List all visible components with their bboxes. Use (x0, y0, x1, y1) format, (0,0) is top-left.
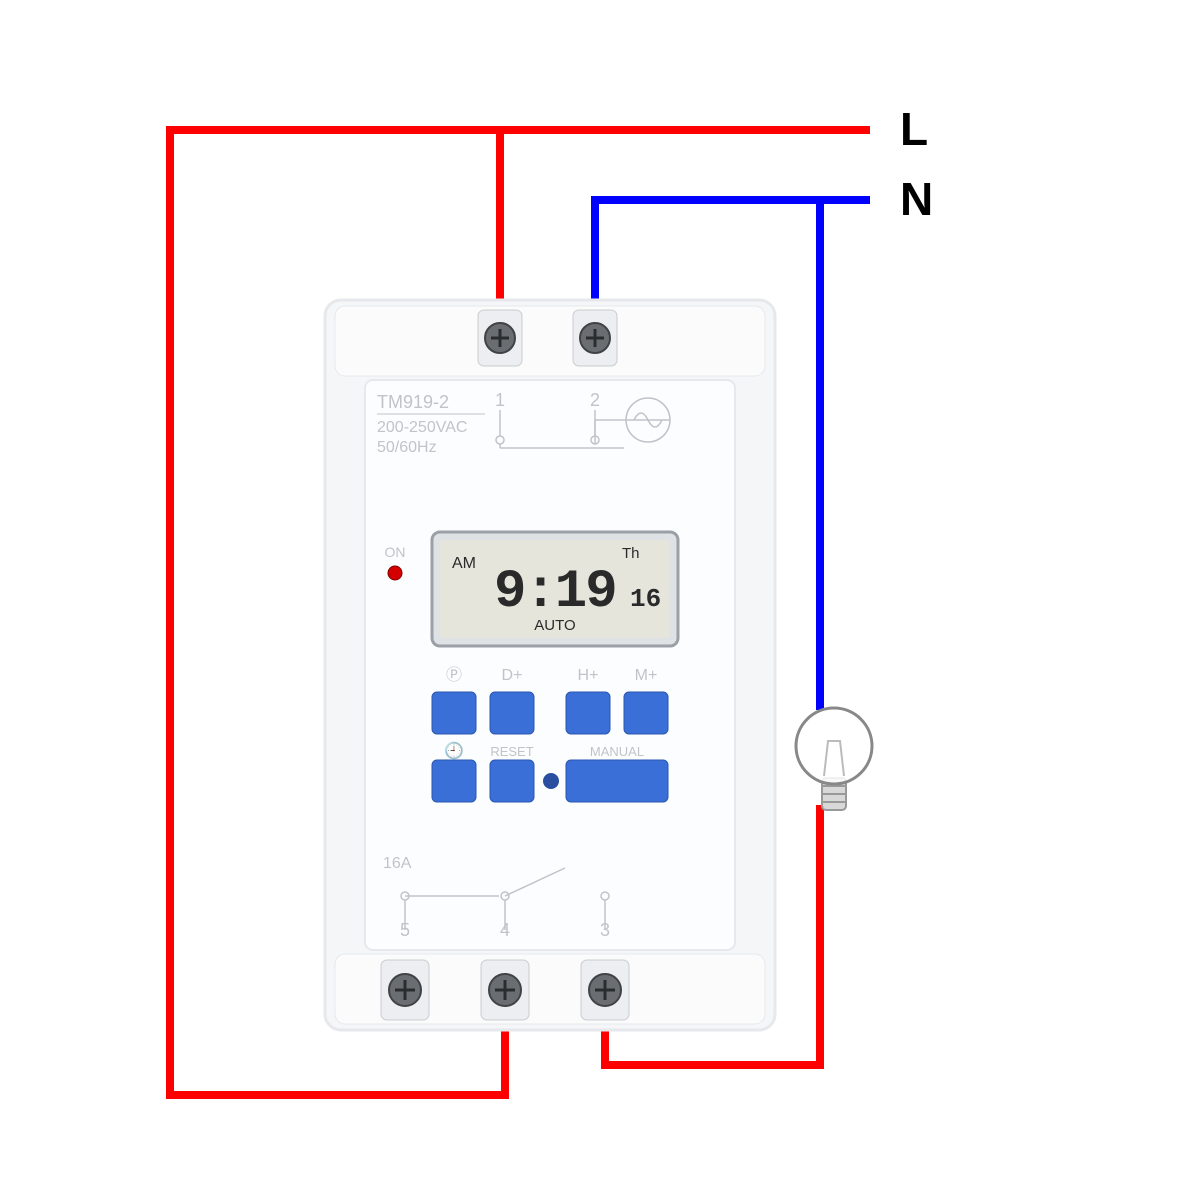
label-model: TM919-2 (377, 392, 449, 412)
lcd-mode: AUTO (534, 617, 575, 634)
lcd-am: AM (452, 555, 476, 572)
terminal-label-5: 5 (400, 920, 410, 940)
label-led-on: ON (385, 544, 406, 560)
label-btn-reset: RESET (490, 744, 533, 759)
terminal-label-4: 4 (500, 920, 510, 940)
timer-device: 1 2 TM919-2 200-250VAC 50/60Hz ON AM Th 9:19 16 AU… (325, 300, 775, 1030)
terminal-label-3: 3 (600, 920, 610, 940)
label-btn-h: H+ (578, 667, 599, 684)
label-btn-p: Ⓟ (446, 666, 462, 684)
button-M[interactable] (624, 692, 668, 734)
lcd-day: Th (622, 545, 640, 562)
lcd-seconds: 16 (630, 584, 661, 614)
label-btn-clock: 🕘 (444, 741, 464, 760)
label-btn-m: M+ (635, 667, 658, 684)
reset-pinhole[interactable] (543, 773, 559, 789)
led-on (388, 566, 402, 580)
lcd-time: 9:19 (494, 562, 616, 623)
load-bulb (796, 708, 872, 810)
terminal-label-1: 1 (495, 390, 505, 410)
label-rating: 16A (383, 855, 412, 872)
button-manual[interactable] (566, 760, 668, 802)
button-H[interactable] (566, 692, 610, 734)
button-reset[interactable] (490, 760, 534, 802)
label-freq: 50/60Hz (377, 439, 437, 456)
label-supply-L: L (900, 103, 928, 155)
label-supply-N: N (900, 173, 933, 225)
label-btn-manual: MANUAL (590, 744, 644, 759)
terminal-label-2: 2 (590, 390, 600, 410)
label-voltage: 200-250VAC (377, 419, 467, 436)
button-D[interactable] (490, 692, 534, 734)
button-clock[interactable] (432, 760, 476, 802)
label-btn-d: D+ (502, 667, 523, 684)
button-P[interactable] (432, 692, 476, 734)
